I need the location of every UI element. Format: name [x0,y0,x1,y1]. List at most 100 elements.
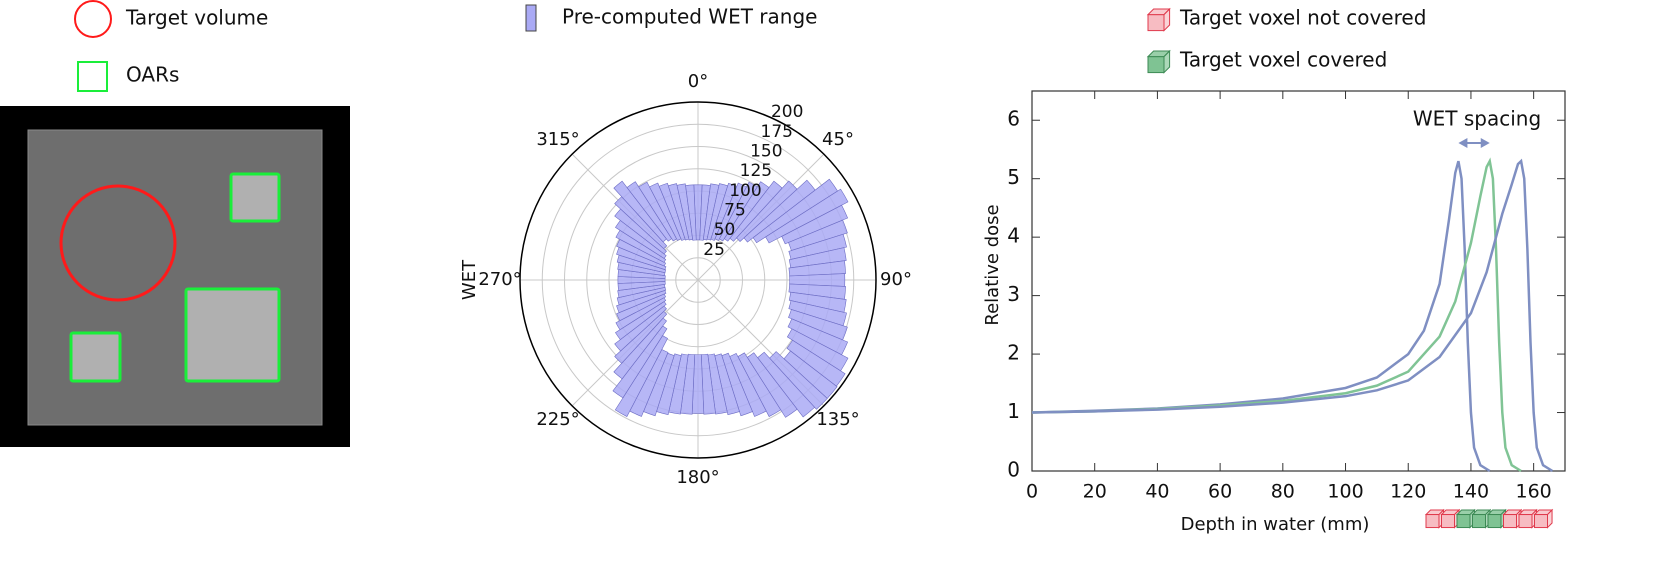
x-tick-label: 80 [1271,481,1295,503]
theta-tick-label: 90° [880,269,912,290]
legend-label: Target volume [125,6,268,30]
legend-label: Pre-computed WET range [562,5,817,29]
x-tick-label: 40 [1145,481,1169,503]
y-tick-label: 1 [1007,399,1020,423]
arrow-head [1480,138,1490,148]
legend-marker [77,61,108,92]
voxel-face [1147,14,1165,32]
oar [229,172,281,223]
axis-label: WET [459,259,480,300]
wet-range-bar [714,182,747,241]
r-tick-label: 50 [714,220,736,240]
wet-range-bar [668,353,689,415]
x-tick-label: 120 [1390,481,1426,503]
r-tick-label: 200 [771,102,803,122]
wet-range-bar [699,184,711,241]
wet-range-bar [736,180,798,242]
wet-range-bar [703,183,720,241]
wet-range-bar [781,204,849,245]
theta-tick-label: 270° [478,269,521,290]
x-tick-label: 0 [1026,481,1038,503]
theta-tick-label: 225° [536,409,579,430]
wet-range-bar [752,178,839,244]
voxel-icon [1502,508,1523,529]
y-tick-label: 5 [1007,165,1020,189]
dose-curve [1031,160,1491,473]
wet-range-bar [616,254,667,274]
voxel-icon [1471,508,1492,529]
target-volume [59,184,177,302]
wet-range-bar [786,328,849,372]
annotation: WET spacing [1413,107,1541,131]
wet-range-bar [680,353,696,415]
voxel-face [1503,514,1517,529]
y-tick-label: 6 [1007,107,1020,131]
legend-label: Target voxel not covered [1179,6,1426,30]
y-tick-label: 3 [1007,282,1020,306]
r-tick-label: 125 [740,161,772,181]
oar [69,331,122,383]
theta-tick-label: 315° [536,129,579,150]
r-tick-label: 25 [703,240,725,260]
oar [184,287,281,383]
wet-range-bar [710,182,738,241]
legend-label: OARs [126,63,179,87]
voxel-face [1472,514,1486,529]
voxel-face [1441,514,1455,529]
y-tick-label: 2 [1007,341,1020,365]
x-tick-label: 140 [1453,481,1489,503]
voxel-icon [1424,508,1445,529]
r-tick-label: 175 [761,122,793,142]
r-tick-label: 150 [750,142,782,162]
arrow-head [1458,138,1468,148]
dose-curve [1031,158,1554,473]
y-tick-label: 4 [1007,224,1020,248]
voxel-face [1456,514,1471,529]
wet-range-bar [614,208,667,255]
plot-frame [1031,90,1566,472]
wet-range-bar [723,181,770,242]
legend-marker [74,0,112,38]
voxel-face [1518,514,1533,529]
r-tick-label: 75 [724,200,746,220]
voxel-icon [1440,508,1461,529]
wet-range-bar [614,196,668,250]
x-tick-label: 100 [1327,481,1363,503]
wet-range-bar [787,318,849,356]
wet-range-bar [743,179,816,243]
voxel-face [1487,514,1502,529]
voxel-icon [1533,508,1554,529]
x-axis-label: Depth in water (mm) [1181,514,1370,535]
voxel-face [1163,7,1171,32]
wet-range-bar [729,180,783,242]
voxel-face [1163,49,1171,74]
wet-range-bar [656,353,682,416]
theta-tick-label: 135° [816,409,859,430]
x-tick-label: 160 [1516,481,1552,503]
wet-range-bar [615,229,667,263]
wet-range-bar [788,283,846,300]
wet-range-bar [788,300,847,327]
wet-range-bar [685,184,697,241]
voxel-face [1534,514,1548,529]
r-tick-label: 100 [729,181,761,201]
dose-curve [1031,157,1522,473]
wet-range-bar [788,291,847,313]
x-tick-label: 20 [1083,481,1107,503]
legend-marker [525,4,537,32]
voxel-icon [1486,508,1507,529]
legend-label: Target voxel covered [1179,48,1387,72]
theta-tick-label: 0° [688,71,708,92]
polar-frame [519,101,877,459]
voxel-face [1547,508,1553,529]
voxel-face [1147,56,1165,74]
y-tick-label: 0 [1007,458,1020,482]
theta-tick-label: 180° [676,467,719,488]
voxel-face [1425,514,1440,529]
x-tick-label: 60 [1208,481,1232,503]
wet-range-bar [718,181,758,242]
wet-range-bar [706,183,729,241]
voxel-icon [1146,7,1171,32]
wet-range-bar [786,339,846,387]
